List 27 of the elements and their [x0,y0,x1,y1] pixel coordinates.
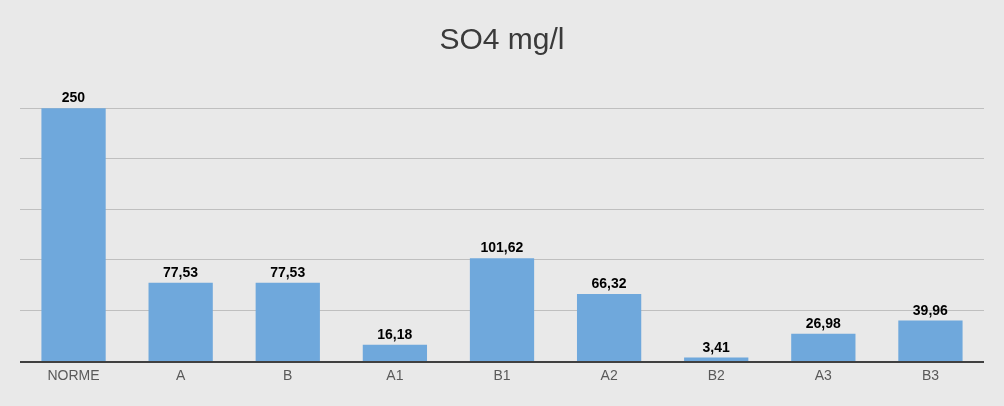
bar [362,344,428,361]
x-tick-label: B1 [493,366,511,383]
bar [791,333,856,361]
data-label: 39,96 [912,301,949,318]
data-label: 26,98 [805,314,841,331]
bar [41,108,106,361]
data-label: 66,32 [591,274,627,291]
bar [469,258,535,361]
x-tick-label: B2 [707,366,725,383]
x-tick-label: B3 [921,366,940,383]
bar [898,320,963,361]
x-tick-label: A2 [600,366,618,383]
data-label: 250 [61,89,86,106]
data-label: 77,53 [270,263,306,280]
x-tick-label: A1 [386,366,404,383]
x-tick-label: A3 [814,366,833,383]
data-label: 77,53 [163,263,199,280]
bar [255,282,320,361]
chart-title: SO4 mg/l [439,22,565,56]
data-label: 101,62 [480,239,524,256]
data-label: 3,41 [702,338,730,355]
bar [148,282,213,361]
x-tick-label: NORME [47,366,100,383]
data-label: 16,18 [377,325,413,342]
bar [576,293,642,361]
x-tick-label: A [176,366,186,383]
x-tick-label: B [283,366,293,383]
